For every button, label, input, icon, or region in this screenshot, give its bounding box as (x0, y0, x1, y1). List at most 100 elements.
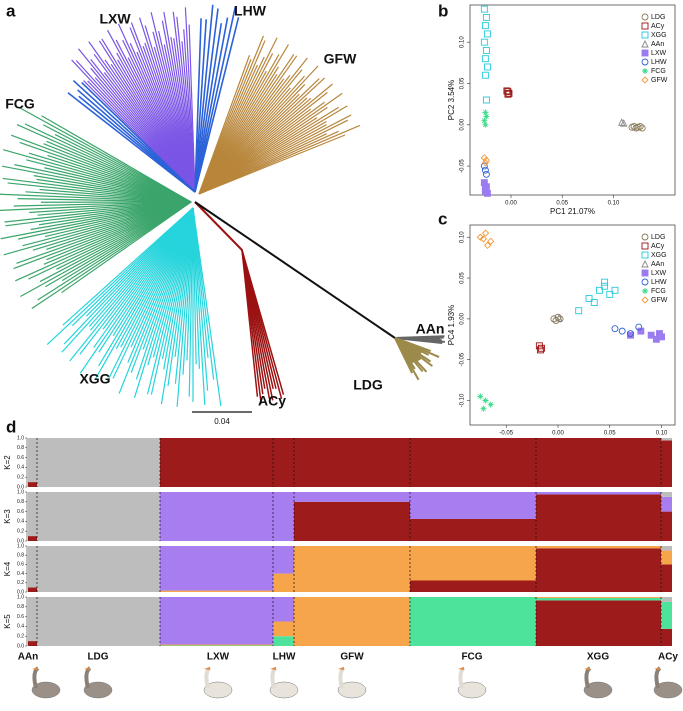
tree-branch (14, 164, 192, 203)
goose-bill (458, 667, 464, 670)
ancestry-segment (294, 438, 410, 487)
tree-branch (20, 201, 192, 297)
tree-branch (16, 124, 192, 203)
ancestry-segment (536, 492, 661, 495)
ancestry-segment (37, 597, 160, 646)
y-tick-label: 0.6 (17, 455, 24, 461)
point (611, 286, 619, 294)
ancestry-segment (661, 550, 672, 565)
legend-marker (641, 251, 649, 259)
tree-branch (67, 92, 196, 193)
ancestry-segment (536, 438, 661, 487)
tree-branch (31, 201, 192, 310)
panel-label: c (438, 209, 447, 228)
point (554, 313, 562, 321)
tree-branch (24, 123, 192, 203)
clade-label: LXW (99, 11, 131, 27)
tree-branch (2, 177, 192, 203)
y-tick-label: 0.8 (17, 499, 24, 505)
tree-branch (194, 23, 223, 193)
goose-body (457, 681, 487, 699)
tree-branch (10, 134, 192, 203)
y-tick-label: 0.4 (17, 571, 24, 577)
point (638, 124, 646, 132)
clade-label: ACy (258, 393, 286, 409)
y-tick-label: 0.2 (17, 475, 24, 481)
y-axis-label: PC2 3.54% (447, 80, 456, 120)
ancestry-segment (661, 511, 672, 541)
ancestry-segment (661, 440, 672, 487)
legend-marker (641, 296, 649, 304)
point (480, 5, 488, 13)
tree-branch (5, 201, 192, 227)
y-tick-label: 1.0 (17, 435, 24, 441)
point (606, 290, 614, 298)
tree-branch (188, 207, 194, 397)
goose-bill (654, 667, 660, 670)
point (482, 156, 491, 164)
tree-branch (194, 201, 396, 339)
point (535, 342, 543, 350)
legend-label: AAn (651, 41, 664, 48)
tree-branch (0, 201, 192, 240)
point (480, 162, 488, 170)
point (620, 119, 628, 127)
ancestry-segment (536, 600, 661, 646)
ancestry-segment (536, 548, 661, 592)
group-label: LDG (87, 652, 108, 663)
point (479, 235, 488, 243)
point (480, 38, 488, 46)
tree-branch (7, 182, 192, 203)
clade-label: LHW (234, 3, 267, 19)
y-tick-label: 0.00 (460, 312, 466, 324)
x-tick-label: 0.00 (552, 431, 564, 437)
ancestry-segment (273, 636, 294, 646)
point (481, 229, 490, 237)
point (476, 233, 484, 241)
x-tick-label: 0.05 (604, 431, 616, 437)
x-tick-label: 0.05 (556, 201, 568, 207)
point (482, 121, 489, 128)
point (504, 90, 512, 98)
k-label: K=5 (3, 614, 12, 629)
point (636, 122, 644, 130)
goose-bill (32, 667, 38, 670)
legend-label: XGG (651, 32, 667, 39)
point (482, 109, 489, 116)
ancestry-segment (294, 501, 410, 541)
clade-label: XGG (79, 371, 110, 387)
point (477, 393, 484, 400)
ancestry-segment (661, 597, 672, 602)
tree-branch (150, 207, 194, 395)
point (505, 89, 513, 97)
point (487, 237, 495, 245)
ancestry-segment (37, 438, 160, 487)
ancestry-segment (410, 492, 536, 519)
tree-branch (146, 207, 194, 395)
point (481, 22, 489, 30)
tree-branch (394, 337, 432, 352)
ancestry-segment (37, 492, 160, 541)
legend-label: LXW (651, 270, 667, 277)
group-label: GFW (340, 652, 364, 663)
ancestry-segment (536, 546, 661, 549)
tree-branch (63, 207, 194, 345)
tree-branch (4, 201, 192, 223)
point (481, 117, 488, 124)
point (585, 295, 593, 302)
tree-branch (194, 4, 214, 193)
tree-branch (46, 207, 194, 346)
legend-label: ACy (651, 23, 665, 30)
clade-label: GFW (324, 51, 357, 67)
legend-marker (641, 13, 649, 21)
goose-body (203, 681, 233, 699)
ancestry-segment (273, 597, 294, 622)
point (601, 278, 609, 286)
tree-branch (394, 335, 445, 339)
tree-branch (0, 201, 192, 211)
tree-branch (94, 207, 194, 380)
clade-label: AAn (416, 321, 445, 337)
x-tick-label: -0.05 (499, 431, 513, 437)
y-tick-label: 1.0 (17, 489, 24, 495)
